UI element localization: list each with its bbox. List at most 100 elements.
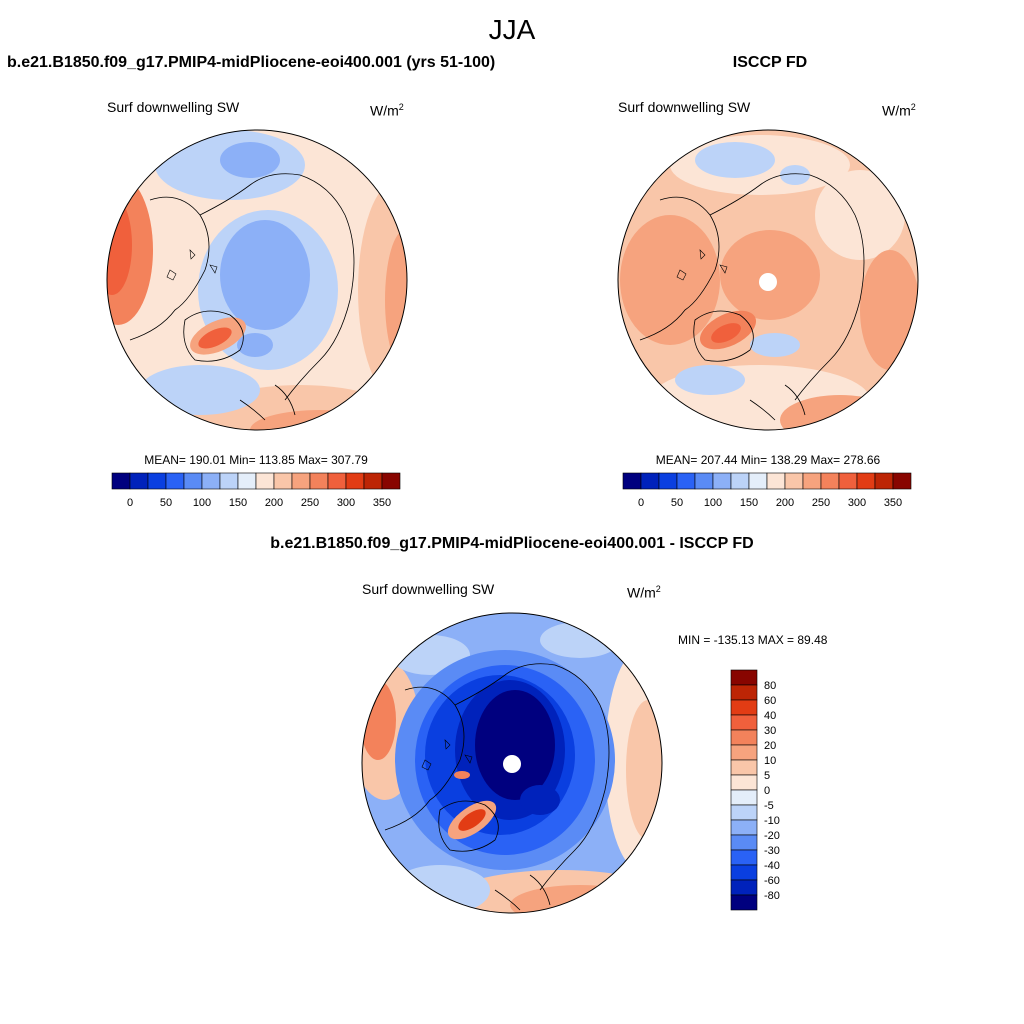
obs-colorbar-swatch xyxy=(856,472,876,490)
obs-colorbar-swatch xyxy=(694,472,714,490)
diff-colorbar-tick-label: 80 xyxy=(764,680,776,692)
diff-colorbar-swatch xyxy=(730,894,758,911)
diff-colorbar-tick-label: 30 xyxy=(764,725,776,737)
diff-map xyxy=(362,613,662,913)
model-colorbar-swatch xyxy=(273,472,293,490)
obs-colorbar-swatch xyxy=(802,472,822,490)
diff-colorbar-swatch xyxy=(730,684,758,701)
diff-colorbar-swatch xyxy=(730,849,758,866)
obs-panel-title: ISCCP FD xyxy=(732,54,808,71)
model-colorbar-tick-label: 350 xyxy=(373,497,391,509)
obs-colorbar-tick-label: 250 xyxy=(812,497,830,509)
season-title: JJA xyxy=(488,14,536,45)
obs-colorbar-swatch xyxy=(748,472,768,490)
diff-colorbar-tick-label: 5 xyxy=(764,770,770,782)
diff-colorbar-swatch xyxy=(730,744,758,761)
obs-colorbar-swatch xyxy=(640,472,660,490)
diff-colorbar-tick-label: -30 xyxy=(764,845,780,857)
diff-stats: MIN = -135.13 MAX = 89.48 xyxy=(678,633,828,647)
obs-colorbar-tick-label: 150 xyxy=(740,497,758,509)
diff-colorbar-swatch xyxy=(730,669,758,686)
model-colorbar-swatch xyxy=(183,472,203,490)
model-colorbar-tick-label: 100 xyxy=(193,497,211,509)
model-colorbar-swatch xyxy=(381,472,401,490)
obs-stats: MEAN= 207.44 Min= 138.29 Max= 278.66 xyxy=(655,453,881,467)
diff-colorbar-tick-label: 10 xyxy=(764,755,776,767)
model-colorbar-swatch xyxy=(165,472,185,490)
obs-colorbar-swatch xyxy=(892,472,912,490)
model-colorbar-swatch xyxy=(255,472,275,490)
obs-colorbar: 0 50 100 150 200 250 300 350 xyxy=(622,472,912,509)
diff-colorbar-tick-label: 0 xyxy=(764,785,770,797)
diff-colorbar-swatch xyxy=(730,729,758,746)
diff-colorbar-swatch xyxy=(730,699,758,716)
model-map-border xyxy=(106,129,408,431)
obs-colorbar-swatch xyxy=(712,472,732,490)
obs-unit-label: W/m2 xyxy=(882,102,916,119)
diff-colorbar-tick-label: -20 xyxy=(764,830,780,842)
model-colorbar-swatch xyxy=(327,472,347,490)
model-colorbar-tick-label: 50 xyxy=(160,497,172,509)
diff-colorbar-tick-label: -40 xyxy=(764,860,780,872)
model-colorbar: 0 50 100 150 200 250 300 350 xyxy=(111,472,401,509)
obs-colorbar-swatch xyxy=(784,472,804,490)
obs-colorbar-swatch xyxy=(676,472,696,490)
diff-colorbar-tick-label: 60 xyxy=(764,695,776,707)
diff-colorbar-swatch xyxy=(730,834,758,851)
diff-colorbar-swatch xyxy=(730,879,758,896)
diff-colorbar-swatch xyxy=(730,714,758,731)
obs-colorbar-tick-label: 200 xyxy=(776,497,794,509)
diff-map-border xyxy=(361,612,663,914)
model-colorbar-tick-label: 300 xyxy=(337,497,355,509)
model-stats: MEAN= 190.01 Min= 113.85 Max= 307.79 xyxy=(144,453,368,467)
model-colorbar-tick-label: 200 xyxy=(265,497,283,509)
diff-colorbar-swatch xyxy=(730,789,758,806)
model-unit-label: W/m2 xyxy=(370,102,404,119)
diff-colorbar-tick-label: -60 xyxy=(764,875,780,887)
obs-colorbar-swatch xyxy=(658,472,678,490)
model-colorbar-tick-label: 150 xyxy=(229,497,247,509)
model-colorbar-swatch xyxy=(219,472,239,490)
obs-colorbar-tick-label: 100 xyxy=(704,497,722,509)
model-colorbar-swatch xyxy=(363,472,383,490)
diff-colorbar-swatch xyxy=(730,774,758,791)
diff-colorbar-tick-label: -10 xyxy=(764,815,780,827)
obs-colorbar-swatch xyxy=(622,472,642,490)
model-panel-title: b.e21.B1850.f09_g17.PMIP4-midPliocene-eo… xyxy=(7,54,496,71)
obs-colorbar-swatch xyxy=(730,472,750,490)
obs-colorbar-tick-label: 0 xyxy=(638,497,644,509)
model-colorbar-tick-label: 250 xyxy=(301,497,319,509)
model-colorbar-swatch xyxy=(345,472,365,490)
obs-colorbar-tick-label: 50 xyxy=(671,497,683,509)
model-colorbar-swatch xyxy=(309,472,329,490)
diff-colorbar-swatch xyxy=(730,759,758,776)
obs-variable-label: Surf downwelling SW xyxy=(618,99,751,115)
obs-colorbar-tick-label: 350 xyxy=(884,497,902,509)
diff-colorbar-swatch xyxy=(730,864,758,881)
model-colorbar-tick-label: 0 xyxy=(127,497,133,509)
obs-colorbar-swatch xyxy=(838,472,858,490)
model-colorbar-swatch xyxy=(129,472,149,490)
model-colorbar-swatch xyxy=(147,472,167,490)
model-colorbar-swatch xyxy=(201,472,221,490)
diff-variable-label: Surf downwelling SW xyxy=(362,581,495,597)
obs-colorbar-swatch xyxy=(766,472,786,490)
diff-colorbar-tick-label: 40 xyxy=(764,710,776,722)
model-map xyxy=(107,130,407,430)
obs-colorbar-swatch xyxy=(874,472,894,490)
diff-colorbar-swatch xyxy=(730,819,758,836)
diff-colorbar-tick-label: -80 xyxy=(764,890,780,902)
diff-colorbar: 80 60 40 30 20 10 5 0 -5 -10 -20 -30 -40 -60 -80 xyxy=(730,669,780,911)
diff-colorbar-tick-label: -5 xyxy=(764,800,774,812)
diff-colorbar-swatch xyxy=(730,804,758,821)
diff-unit-label: W/m2 xyxy=(627,584,661,601)
model-variable-label: Surf downwelling SW xyxy=(107,99,240,115)
model-colorbar-swatch xyxy=(237,472,257,490)
diff-panel-title: b.e21.B1850.f09_g17.PMIP4-midPliocene-eo… xyxy=(270,535,754,552)
obs-colorbar-swatch xyxy=(820,472,840,490)
model-colorbar-swatch xyxy=(111,472,131,490)
model-colorbar-swatch xyxy=(291,472,311,490)
obs-map-border xyxy=(617,129,919,431)
diff-colorbar-tick-label: 20 xyxy=(764,740,776,752)
